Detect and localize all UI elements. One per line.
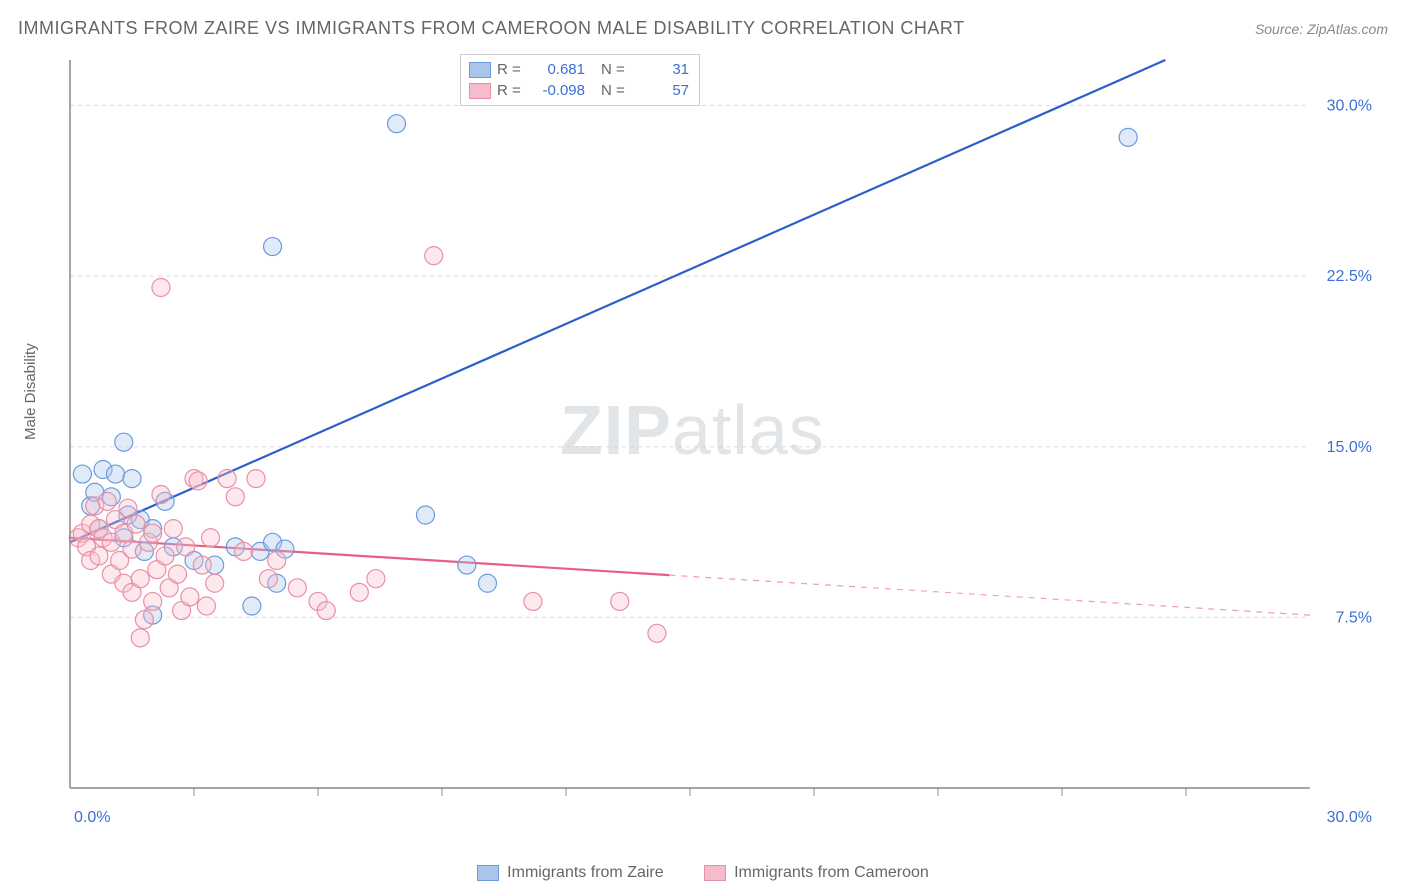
source-label: Source: ZipAtlas.com bbox=[1255, 21, 1388, 37]
svg-text:7.5%: 7.5% bbox=[1336, 609, 1372, 626]
svg-text:22.5%: 22.5% bbox=[1327, 268, 1372, 285]
legend-series: Immigrants from Zaire Immigrants from Ca… bbox=[0, 864, 1406, 886]
svg-text:30.0%: 30.0% bbox=[1327, 98, 1372, 115]
swatch-zaire-icon bbox=[469, 62, 491, 78]
n-value-cameroon: 57 bbox=[637, 82, 689, 99]
swatch-cameroon-icon bbox=[469, 83, 491, 99]
legend-stats-row-1: R = 0.681 N = 31 bbox=[469, 59, 689, 80]
r-value-cameroon: -0.098 bbox=[533, 82, 585, 99]
legend-stats: R = 0.681 N = 31 R = -0.098 N = 57 bbox=[460, 54, 700, 106]
swatch-zaire-icon bbox=[477, 865, 499, 881]
legend-item-zaire: Immigrants from Zaire bbox=[477, 864, 663, 882]
legend-stats-row-2: R = -0.098 N = 57 bbox=[469, 80, 689, 101]
swatch-cameroon-icon bbox=[704, 865, 726, 881]
y-axis-label: Male Disability bbox=[22, 343, 39, 440]
chart-title: IMMIGRANTS FROM ZAIRE VS IMMIGRANTS FROM… bbox=[18, 18, 965, 39]
svg-text:15.0%: 15.0% bbox=[1327, 439, 1372, 456]
n-value-zaire: 31 bbox=[637, 61, 689, 78]
watermark: ZIPatlas bbox=[560, 390, 825, 470]
legend-item-cameroon: Immigrants from Cameroon bbox=[704, 864, 929, 882]
r-value-zaire: 0.681 bbox=[533, 61, 585, 78]
svg-text:0.0%: 0.0% bbox=[74, 809, 110, 826]
svg-text:30.0%: 30.0% bbox=[1327, 809, 1372, 826]
